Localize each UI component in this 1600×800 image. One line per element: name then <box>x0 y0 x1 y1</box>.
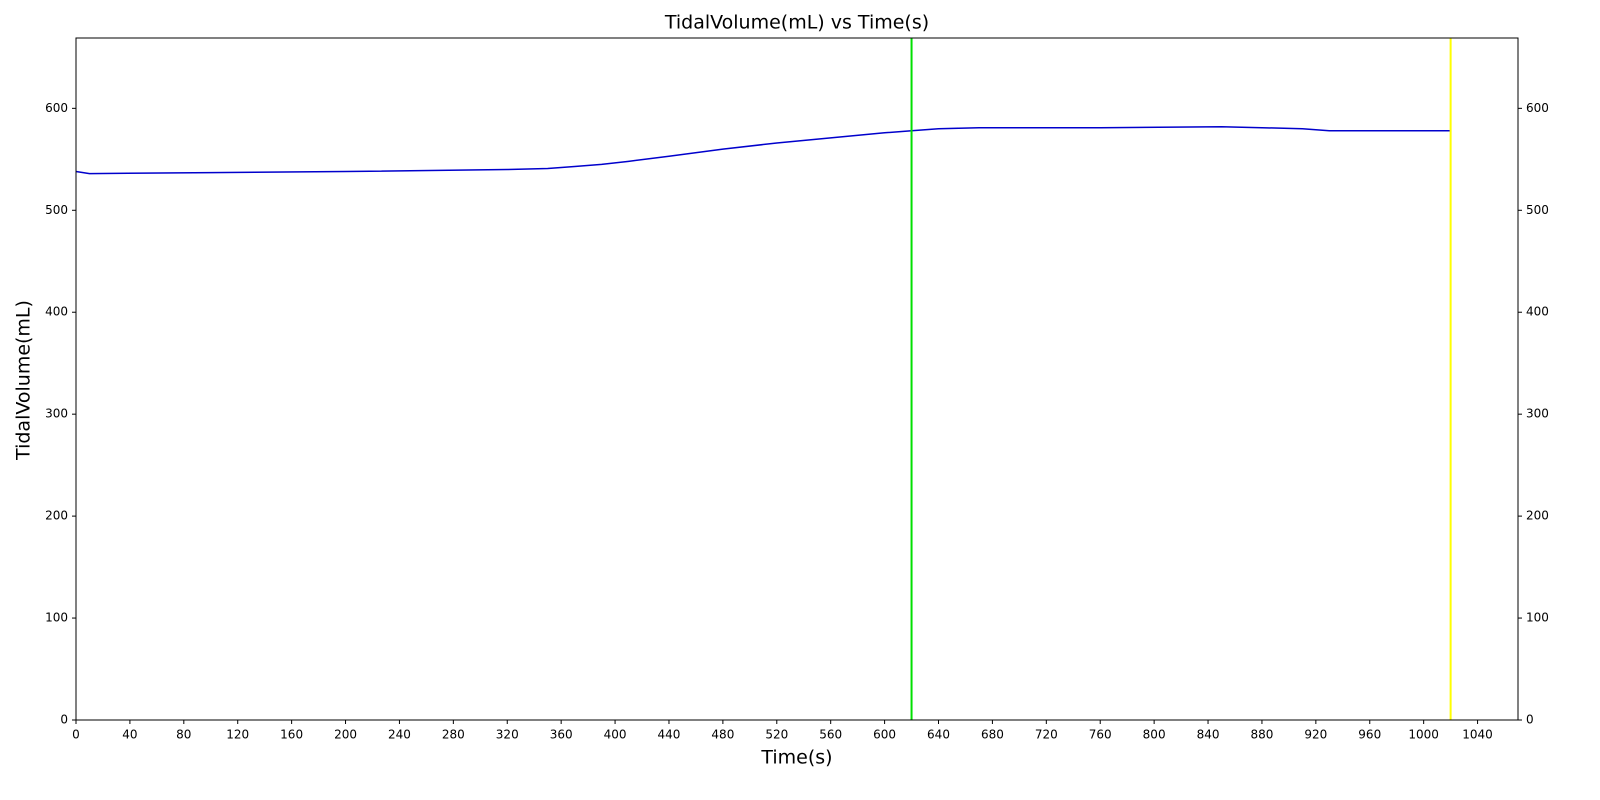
x-tick-label: 800 <box>1143 728 1166 742</box>
x-tick-label: 360 <box>550 728 573 742</box>
x-tick-label: 480 <box>711 728 734 742</box>
x-tick-label: 760 <box>1089 728 1112 742</box>
x-tick-label: 40 <box>122 728 137 742</box>
x-tick-label: 440 <box>658 728 681 742</box>
x-tick-label: 960 <box>1358 728 1381 742</box>
x-tick-label: 160 <box>280 728 303 742</box>
y-tick-label: 200 <box>45 509 68 523</box>
x-tick-label: 400 <box>604 728 627 742</box>
x-tick-label: 1000 <box>1408 728 1439 742</box>
y2-tick-label: 500 <box>1526 203 1549 217</box>
y-tick-label: 600 <box>45 101 68 115</box>
x-tick-label: 280 <box>442 728 465 742</box>
y-tick-label: 0 <box>60 713 68 727</box>
x-tick-label: 1040 <box>1462 728 1493 742</box>
x-tick-label: 920 <box>1304 728 1327 742</box>
y-tick-label: 100 <box>45 611 68 625</box>
x-tick-label: 640 <box>927 728 950 742</box>
plot-frame <box>75 37 1519 721</box>
y2-tick-label: 300 <box>1526 407 1549 421</box>
data-line <box>75 125 1451 175</box>
y2-tick-label: 0 <box>1526 713 1534 727</box>
y2-tick-label: 100 <box>1526 611 1549 625</box>
y-tick-label: 300 <box>45 407 68 421</box>
x-tick-label: 840 <box>1197 728 1220 742</box>
y2-tick-label: 400 <box>1526 305 1549 319</box>
chart-title: TidalVolume(mL) vs Time(s) <box>664 12 929 34</box>
x-tick-label: 600 <box>873 728 896 742</box>
y-tick-label: 400 <box>45 305 68 319</box>
x-tick-label: 240 <box>388 728 411 742</box>
x-tick-label: 560 <box>819 728 842 742</box>
y-axis-label: TidalVolume(mL) <box>13 300 35 461</box>
x-axis-label: Time(s) <box>760 747 832 769</box>
x-tick-label: 120 <box>226 728 249 742</box>
x-tick-label: 520 <box>765 728 788 742</box>
x-tick-label: 880 <box>1250 728 1273 742</box>
x-tick-label: 680 <box>981 728 1004 742</box>
x-tick-label: 80 <box>176 728 191 742</box>
y-tick-label: 500 <box>45 203 68 217</box>
x-tick-label: 320 <box>496 728 519 742</box>
y2-tick-label: 200 <box>1526 509 1549 523</box>
y2-tick-label: 600 <box>1526 101 1549 115</box>
x-tick-label: 720 <box>1035 728 1058 742</box>
x-tick-label: 200 <box>334 728 357 742</box>
x-tick-label: 0 <box>72 728 80 742</box>
